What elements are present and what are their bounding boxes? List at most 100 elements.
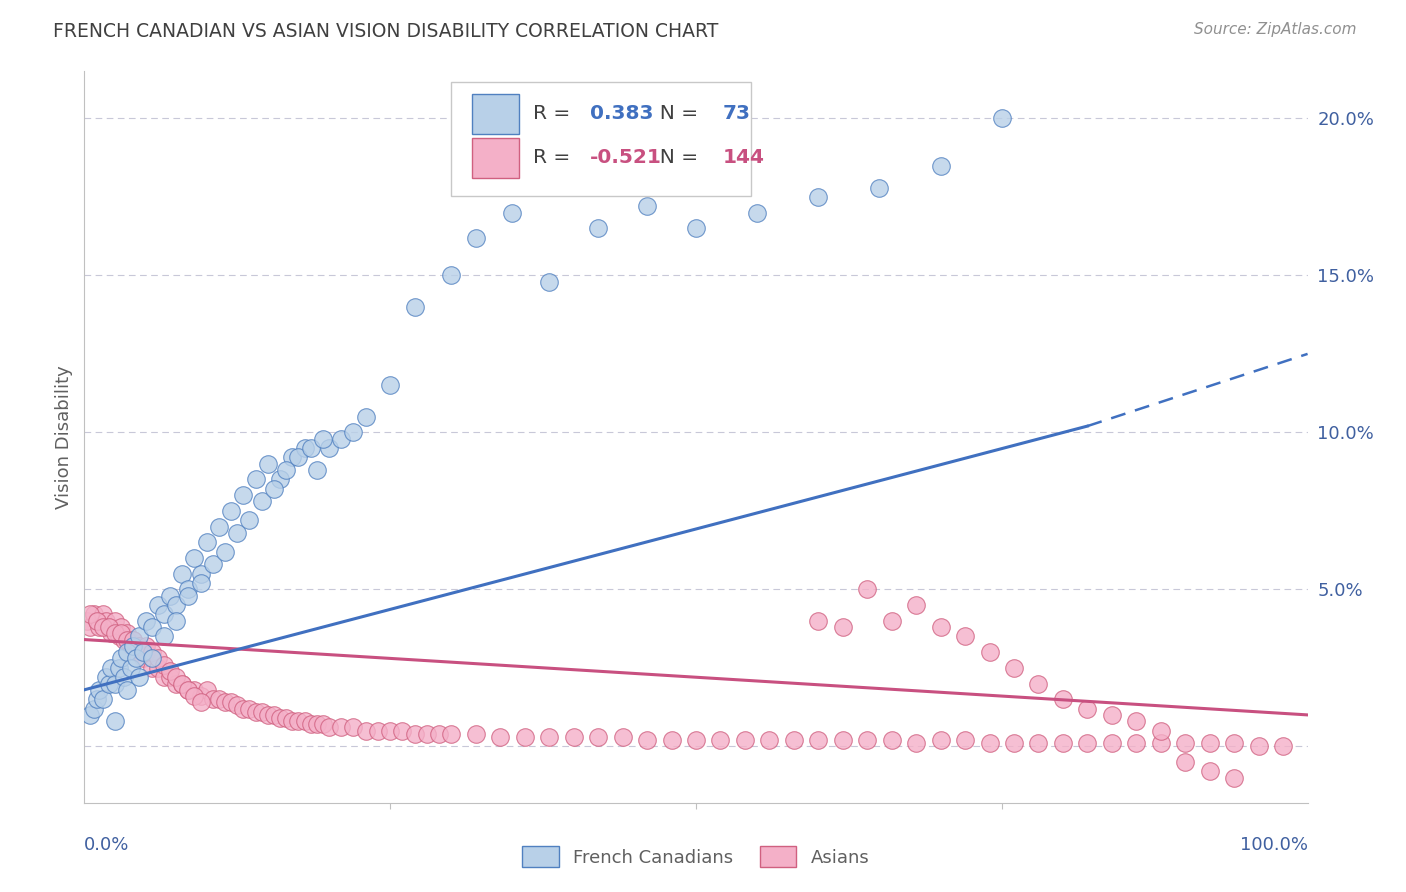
Point: [312, 432, 335, 446]
Point: [880, 614, 903, 628]
Point: [636, 199, 658, 213]
Point: [305, 463, 328, 477]
Point: [153, 657, 176, 672]
Point: [97, 676, 120, 690]
Point: [1101, 736, 1123, 750]
Point: [807, 733, 830, 747]
Point: [276, 711, 298, 725]
Point: [287, 450, 309, 465]
Point: [747, 205, 769, 219]
Point: [115, 682, 138, 697]
Point: [104, 626, 127, 640]
Point: [685, 733, 707, 747]
Point: [125, 645, 148, 659]
Point: [122, 632, 145, 647]
Point: [153, 607, 176, 622]
Point: [195, 682, 218, 697]
Text: 0.383: 0.383: [589, 104, 652, 123]
Point: [208, 692, 231, 706]
Legend: French Canadians, Asians: French Canadians, Asians: [515, 839, 877, 874]
Point: [299, 441, 322, 455]
Point: [245, 705, 267, 719]
Point: [1174, 736, 1197, 750]
Point: [391, 723, 413, 738]
Point: [86, 614, 108, 628]
Point: [76, 614, 98, 628]
Point: [165, 676, 187, 690]
Point: [219, 504, 242, 518]
Point: [97, 620, 120, 634]
Point: [880, 733, 903, 747]
Point: [172, 676, 194, 690]
Point: [110, 651, 132, 665]
Point: [404, 300, 426, 314]
Text: R =: R =: [533, 104, 576, 123]
Point: [115, 645, 138, 659]
Point: [758, 733, 780, 747]
Point: [489, 730, 512, 744]
Point: [464, 231, 486, 245]
Point: [86, 692, 108, 706]
Point: [232, 488, 254, 502]
Point: [146, 598, 169, 612]
Point: [183, 550, 205, 565]
Point: [281, 714, 304, 728]
Point: [807, 190, 830, 204]
Point: [208, 519, 231, 533]
Point: [83, 701, 105, 715]
Point: [159, 589, 181, 603]
Point: [1002, 661, 1025, 675]
Point: [115, 632, 138, 647]
Point: [128, 639, 150, 653]
Point: [831, 620, 853, 634]
Point: [120, 639, 142, 653]
FancyBboxPatch shape: [472, 94, 519, 134]
Point: [1125, 736, 1147, 750]
Point: [214, 544, 236, 558]
Point: [190, 576, 212, 591]
Point: [856, 582, 879, 597]
Point: [128, 670, 150, 684]
Point: [318, 441, 340, 455]
Point: [159, 664, 181, 678]
Point: [1223, 736, 1246, 750]
Point: [354, 409, 377, 424]
Text: 144: 144: [723, 148, 765, 167]
Point: [905, 736, 928, 750]
Point: [661, 733, 683, 747]
Point: [269, 711, 291, 725]
Point: [979, 736, 1001, 750]
Point: [513, 730, 536, 744]
Point: [404, 727, 426, 741]
Y-axis label: Vision Disability: Vision Disability: [55, 365, 73, 509]
Point: [562, 730, 585, 744]
Point: [1002, 736, 1025, 750]
Point: [226, 525, 249, 540]
Point: [685, 221, 707, 235]
Point: [294, 441, 316, 455]
Point: [79, 620, 101, 634]
Point: [312, 717, 335, 731]
Point: [1125, 714, 1147, 728]
Point: [929, 620, 952, 634]
Point: [226, 698, 249, 713]
Point: [354, 723, 377, 738]
Point: [112, 632, 135, 647]
Point: [1101, 707, 1123, 722]
Point: [165, 670, 187, 684]
Point: [856, 733, 879, 747]
Point: [177, 682, 200, 697]
Point: [953, 733, 976, 747]
Point: [232, 701, 254, 715]
Text: 73: 73: [723, 104, 751, 123]
Point: [86, 614, 108, 628]
Point: [91, 620, 114, 634]
Point: [1052, 692, 1074, 706]
Text: Source: ZipAtlas.com: Source: ZipAtlas.com: [1194, 22, 1357, 37]
Point: [294, 714, 316, 728]
Point: [464, 727, 486, 741]
Point: [125, 651, 148, 665]
Point: [929, 733, 952, 747]
Point: [195, 535, 218, 549]
Point: [120, 661, 142, 675]
